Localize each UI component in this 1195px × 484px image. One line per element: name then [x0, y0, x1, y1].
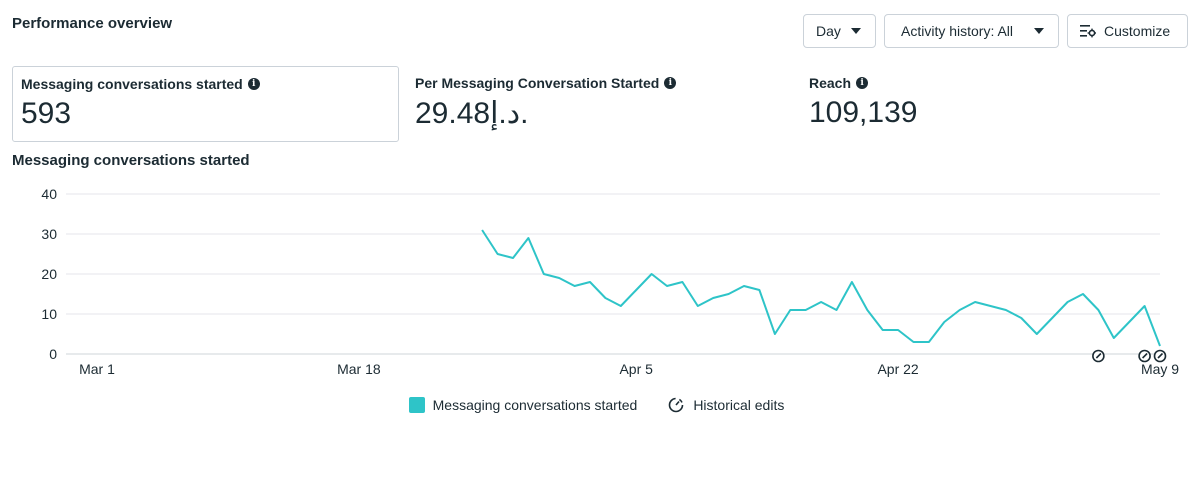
metric-label: Reach: [809, 75, 852, 91]
line-chart: 0 10 20 30 40 Mar 1 Mar 18 Apr 5 Apr 22 May 9: [41, 186, 1179, 377]
metric-label: Per Messaging Conversation Started: [415, 75, 660, 91]
metric-card-messaging-conversations[interactable]: Messaging conversations started i 593: [12, 66, 399, 142]
x-tick-label: Apr 22: [877, 361, 918, 377]
x-tick-label: May 9: [1141, 361, 1179, 377]
x-tick-label: Mar 1: [79, 361, 115, 377]
caret-down-icon: [1034, 28, 1044, 34]
x-tick-label: Apr 5: [619, 361, 653, 377]
y-tick-label: 40: [41, 186, 57, 202]
metric-value: 593: [21, 97, 72, 130]
info-icon[interactable]: i: [856, 77, 869, 89]
metric-card-reach[interactable]: Reach i 109,139: [801, 66, 1181, 142]
caret-down-icon: [851, 28, 861, 34]
series-swatch: [408, 397, 425, 413]
customize-label: Customize: [1104, 23, 1171, 39]
legend-edits-label: Historical edits: [693, 397, 785, 413]
page-title: Performance overview: [12, 15, 173, 32]
chart-title: Messaging conversations started: [12, 152, 250, 169]
day-dropdown-label: Day: [816, 23, 841, 39]
metric-value: 109,139: [809, 96, 918, 129]
day-dropdown[interactable]: Day: [803, 14, 876, 48]
legend-series-label: Messaging conversations started: [432, 397, 638, 413]
legend-item-historical-edits[interactable]: Historical edits: [667, 396, 784, 414]
historical-edit-marker[interactable]: [1138, 349, 1151, 363]
info-icon[interactable]: i: [247, 78, 260, 90]
customize-icon: [1080, 25, 1096, 38]
chart-legend: Messaging conversations started Historic…: [0, 396, 1195, 414]
y-tick-label: 20: [41, 266, 57, 282]
metric-value: 29.48د.إ.: [415, 97, 529, 130]
metric-label: Messaging conversations started: [21, 76, 243, 92]
y-tick-label: 10: [41, 306, 57, 322]
x-tick-label: Mar 18: [337, 361, 381, 377]
y-tick-label: 30: [41, 226, 57, 242]
activity-history-label: Activity history: All: [901, 23, 1014, 39]
metric-card-cost-per-conversation[interactable]: Per Messaging Conversation Started i 29.…: [407, 66, 787, 142]
info-icon[interactable]: i: [664, 77, 677, 89]
legend-item-series[interactable]: Messaging conversations started: [408, 396, 638, 414]
customize-button[interactable]: Customize: [1067, 14, 1188, 48]
historical-edit-marker[interactable]: [1153, 349, 1167, 363]
y-tick-label: 0: [49, 346, 57, 362]
gauge-icon: [669, 397, 684, 413]
historical-edit-marker[interactable]: [1092, 349, 1105, 363]
series-line[interactable]: [481, 229, 1161, 347]
activity-history-dropdown[interactable]: Activity history: All: [884, 14, 1059, 48]
